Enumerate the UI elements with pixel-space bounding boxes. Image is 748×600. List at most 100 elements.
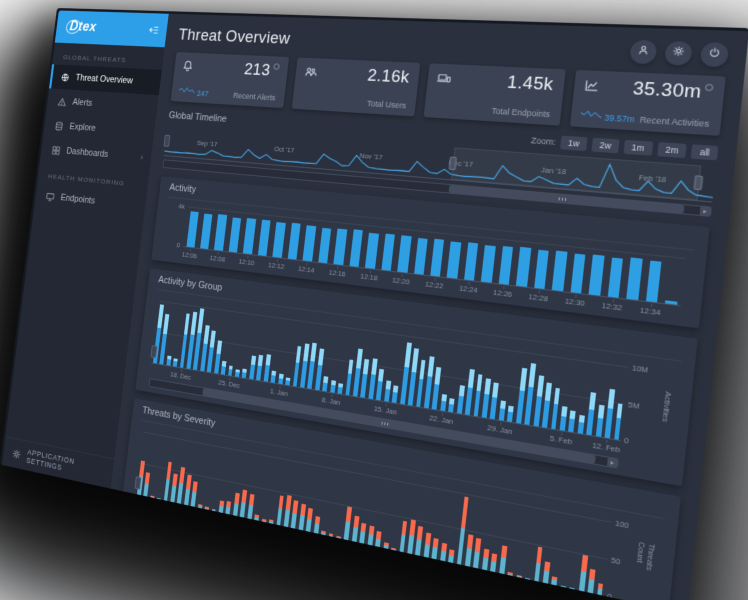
sidebar-item-threat-overview[interactable]: Threat Overview xyxy=(49,64,162,96)
x-axis-label: 12:14 xyxy=(297,264,315,275)
page-title: Threat Overview xyxy=(177,25,292,47)
bar xyxy=(186,210,199,248)
x-axis-label: 12:10 xyxy=(238,257,255,268)
stat-card-total-endpoints[interactable]: 1.45k Total Endpoints xyxy=(423,63,566,126)
x-axis-label: 29. Jan xyxy=(486,423,513,437)
bar xyxy=(349,229,363,268)
stat-value: 2.16k xyxy=(366,66,411,87)
bar xyxy=(607,257,624,298)
x-axis-label: 12:16 xyxy=(328,268,347,279)
bar xyxy=(272,222,286,258)
bar xyxy=(214,213,228,251)
sidebar-item-label: Explore xyxy=(68,121,97,134)
scroll-right-button[interactable]: ▸ xyxy=(699,206,711,216)
stat-card-recent-alerts[interactable]: 213 247 Recent Alerts xyxy=(170,52,289,109)
x-axis-label: 1. Jan xyxy=(269,386,289,398)
bar xyxy=(200,213,213,250)
sidebar-nav: GLOBAL THREATS Threat Overview Alerts Explo… xyxy=(34,53,163,219)
zoom-option-2m[interactable]: 2m xyxy=(656,142,688,159)
y-axis-title: Threats Count xyxy=(634,540,658,572)
trend: 247 xyxy=(178,87,209,98)
bar xyxy=(318,227,332,264)
logo-bar: Dtex xyxy=(54,10,169,48)
trend-value: 39.57m xyxy=(603,112,636,124)
bar xyxy=(664,299,678,305)
bar xyxy=(516,246,532,287)
x-axis-label: 25. Dec xyxy=(201,513,225,526)
x-axis-label: 12:26 xyxy=(492,287,513,299)
stat-value: 213 xyxy=(243,60,280,80)
zoom-option-1m[interactable]: 1m xyxy=(623,139,653,156)
bar xyxy=(257,219,271,257)
bar xyxy=(645,260,662,303)
stat-card-recent-activities[interactable]: 35.30m 39.57m Recent Activities xyxy=(569,69,726,136)
bar xyxy=(397,235,412,273)
sidebar-item-endpoints[interactable]: Endpoints xyxy=(34,183,147,219)
x-axis-label: 22. Jan xyxy=(412,559,437,574)
y-axis-tick: 0 xyxy=(623,435,630,446)
sidebar-item-label: Endpoints xyxy=(60,192,96,207)
x-axis-label: 15. Jan xyxy=(373,404,398,417)
brush-handle-right[interactable] xyxy=(693,175,703,191)
y-axis-tick: 4k xyxy=(178,202,186,211)
timeline-month-label: Nov '17 xyxy=(359,151,384,162)
user-icon xyxy=(636,43,651,61)
x-axis-label: 12:18 xyxy=(359,271,379,283)
database-icon xyxy=(54,120,65,131)
settings-icon xyxy=(671,44,686,63)
bar xyxy=(243,217,257,255)
card-settings-icon[interactable] xyxy=(272,63,280,70)
bar xyxy=(333,228,348,266)
card-settings-icon[interactable] xyxy=(704,83,714,92)
bar xyxy=(552,250,568,292)
x-axis-label: 29. Jan xyxy=(470,572,497,587)
y-axis-tick: 0 xyxy=(606,591,613,600)
zoom-label: Zoom: xyxy=(530,135,557,147)
x-axis-label: 12:20 xyxy=(391,275,411,287)
bar xyxy=(498,245,514,285)
header-actions xyxy=(629,39,730,68)
y-axis-tick: 10M xyxy=(631,363,649,375)
trend-sparkline xyxy=(178,87,195,97)
x-axis-label: 8. Jan xyxy=(321,395,341,407)
global-timeline-title: Global Timeline xyxy=(168,110,228,125)
main-content: Threat Overview 213 247 Recent Alerts 2.16k… xyxy=(111,14,748,600)
bar xyxy=(287,222,301,260)
alert-triangle-icon xyxy=(57,96,68,107)
sidebar-collapse-icon[interactable] xyxy=(147,24,159,36)
x-axis-label: 12:08 xyxy=(209,253,226,264)
sidebar-item-label: Threat Overview xyxy=(75,72,134,86)
bar xyxy=(228,217,242,253)
user-button[interactable] xyxy=(629,39,658,65)
x-axis-label: 5. Feb xyxy=(532,585,556,600)
sidebar-item-label: Alerts xyxy=(72,97,93,109)
settings-button[interactable] xyxy=(663,40,694,66)
bar xyxy=(381,233,395,271)
nav-section-label: GLOBAL THREATS xyxy=(62,53,127,64)
users-icon xyxy=(303,65,318,79)
sidebar-footer-application-settings[interactable]: APPLICATION SETTINGS xyxy=(1,436,115,489)
bar xyxy=(447,241,462,279)
sidebar-item-label: Dashboards xyxy=(65,146,109,160)
sidebar-item-alerts[interactable]: Alerts xyxy=(46,88,159,120)
bar xyxy=(481,245,496,283)
power-icon xyxy=(707,45,723,64)
app-logo: Dtex xyxy=(68,19,98,35)
x-axis-label: 12:06 xyxy=(181,250,198,261)
x-axis-label: 12:28 xyxy=(528,292,549,304)
zoom-option-all[interactable]: all xyxy=(691,144,719,161)
timeline-month-label: Oct '17 xyxy=(273,144,295,155)
timeline-month-label: Sep '17 xyxy=(196,138,218,148)
power-button[interactable] xyxy=(699,41,730,68)
stat-label: Total Users xyxy=(366,98,407,111)
bell-icon xyxy=(181,59,194,72)
zoom-option-2w[interactable]: 2w xyxy=(591,137,620,154)
bar xyxy=(365,232,379,269)
stat-card-total-users[interactable]: 2.16k Total Users xyxy=(291,57,421,117)
monitor-icon xyxy=(45,191,56,203)
scroll-right-button[interactable]: ▸ xyxy=(606,457,618,468)
bar xyxy=(626,257,643,301)
zoom-option-1w[interactable]: 1w xyxy=(560,135,588,152)
x-axis-label: 18. Dec xyxy=(153,502,176,516)
